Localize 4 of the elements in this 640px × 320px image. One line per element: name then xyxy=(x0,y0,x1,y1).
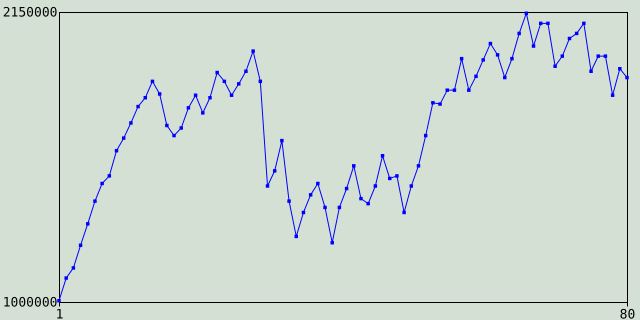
y-tick-label: 1000000 xyxy=(2,296,58,310)
y-tick-label: 2150000 xyxy=(2,6,58,20)
x-tick-label: 1 xyxy=(56,308,64,320)
x-tick-label: 80 xyxy=(620,308,636,320)
